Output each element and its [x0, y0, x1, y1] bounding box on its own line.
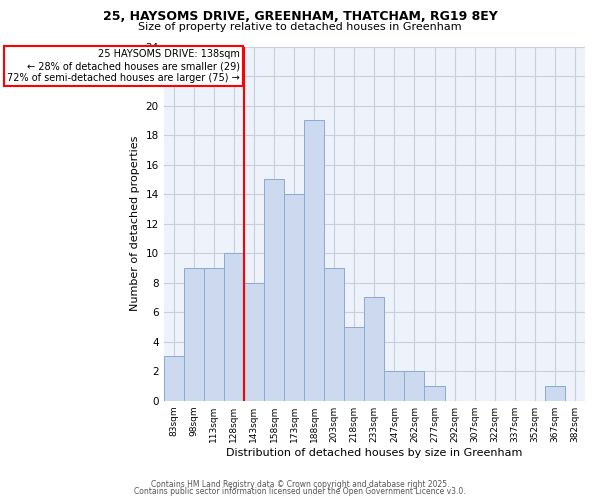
Bar	[164, 356, 184, 401]
Bar	[404, 371, 424, 400]
Text: Size of property relative to detached houses in Greenham: Size of property relative to detached ho…	[138, 22, 462, 32]
Text: 25, HAYSOMS DRIVE, GREENHAM, THATCHAM, RG19 8EY: 25, HAYSOMS DRIVE, GREENHAM, THATCHAM, R…	[103, 10, 497, 23]
Bar	[364, 298, 385, 401]
Bar	[184, 268, 204, 400]
Bar	[324, 268, 344, 400]
Text: Contains public sector information licensed under the Open Government Licence v3: Contains public sector information licen…	[134, 487, 466, 496]
Bar	[204, 268, 224, 400]
X-axis label: Distribution of detached houses by size in Greenham: Distribution of detached houses by size …	[226, 448, 523, 458]
Bar	[284, 194, 304, 400]
Bar	[385, 371, 404, 400]
Text: Contains HM Land Registry data © Crown copyright and database right 2025.: Contains HM Land Registry data © Crown c…	[151, 480, 449, 489]
Bar	[344, 327, 364, 400]
Bar	[244, 282, 264, 401]
Bar	[424, 386, 445, 400]
Bar	[545, 386, 565, 400]
Text: 25 HAYSOMS DRIVE: 138sqm
← 28% of detached houses are smaller (29)
72% of semi-d: 25 HAYSOMS DRIVE: 138sqm ← 28% of detach…	[7, 50, 240, 82]
Bar	[224, 253, 244, 400]
Bar	[264, 180, 284, 400]
Y-axis label: Number of detached properties: Number of detached properties	[130, 136, 140, 312]
Bar	[304, 120, 324, 400]
